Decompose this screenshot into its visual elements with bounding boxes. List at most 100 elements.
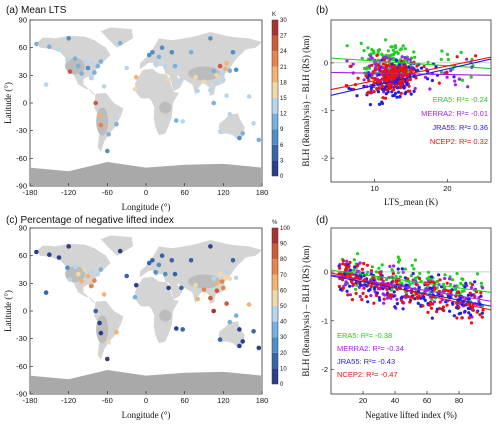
data-point <box>388 82 392 86</box>
data-point <box>470 308 474 312</box>
data-point <box>362 49 366 53</box>
data-point <box>408 89 412 93</box>
panel-c-map: -180 -120 -60 0 60 120 180 90 60 30 0 -30 -60 -90 Lon… <box>3 220 291 420</box>
data-point <box>379 277 383 281</box>
data-point <box>367 73 371 78</box>
data-point <box>443 288 448 292</box>
data-point <box>480 315 484 319</box>
data-point <box>475 272 480 276</box>
colorbar-tick-label: 30 <box>280 18 287 24</box>
data-point <box>429 306 434 310</box>
data-point <box>457 290 461 295</box>
station-marker <box>230 258 236 263</box>
data-point <box>430 316 434 320</box>
panel-a-colorbar-unit: K <box>272 12 276 18</box>
data-point <box>384 92 388 96</box>
data-point <box>345 44 349 48</box>
colorbar-tick-label: 30 <box>280 335 287 341</box>
station-marker <box>174 326 179 331</box>
data-point <box>371 49 375 53</box>
data-point <box>375 291 379 295</box>
data-point <box>394 70 399 74</box>
data-point <box>413 55 417 59</box>
data-point <box>422 65 426 69</box>
data-point <box>416 301 420 305</box>
data-point <box>441 305 445 309</box>
data-point <box>358 261 362 265</box>
data-point <box>452 314 456 318</box>
data-point <box>403 47 407 51</box>
station-marker <box>88 75 94 81</box>
data-point <box>399 69 403 73</box>
data-point <box>351 62 355 66</box>
data-point <box>398 95 402 99</box>
data-point <box>385 56 389 60</box>
fit-line <box>330 57 492 70</box>
colorbar-tick-label: 0 <box>280 382 284 388</box>
data-point <box>479 294 483 298</box>
station-marker <box>246 94 252 99</box>
x-tick-label: 0 <box>144 396 148 405</box>
panel-a-title: (a) Mean LTS <box>6 5 67 16</box>
colorbar-tick-label: 100 <box>280 226 291 232</box>
panel-c-stations <box>34 244 262 362</box>
data-point <box>387 286 391 291</box>
data-point <box>381 287 385 291</box>
data-point <box>392 67 396 71</box>
data-point <box>457 312 461 316</box>
data-point <box>390 45 394 49</box>
data-point <box>348 293 353 297</box>
colorbar-cell <box>272 113 278 130</box>
data-point <box>421 304 425 308</box>
data-point <box>453 79 457 83</box>
data-point <box>407 84 411 88</box>
data-point <box>364 295 368 299</box>
data-point <box>408 77 412 82</box>
data-point <box>390 53 394 57</box>
data-point <box>338 266 342 270</box>
station-marker <box>114 329 119 335</box>
continent-shape <box>139 32 262 96</box>
data-point <box>465 57 469 61</box>
panel-d-points <box>337 252 485 325</box>
station-marker <box>227 276 233 282</box>
continent-shape <box>100 235 134 256</box>
data-point <box>350 280 354 284</box>
data-point <box>341 259 345 263</box>
station-marker <box>159 253 165 258</box>
station-marker <box>72 264 78 270</box>
data-point <box>448 277 452 281</box>
fit-line <box>330 269 492 293</box>
panel-b-legend: ERA5: R²= -0.24 MERRA2: R²= -0.01 JRA55: R… <box>421 95 488 146</box>
data-point <box>405 57 410 61</box>
data-point <box>415 64 419 68</box>
data-point <box>384 277 388 282</box>
data-point <box>348 268 352 272</box>
station-marker <box>219 279 225 284</box>
data-point <box>383 293 387 297</box>
data-point <box>395 297 399 301</box>
data-point <box>414 282 418 286</box>
colorbar-tick-label: 90 <box>280 242 287 248</box>
data-point <box>402 58 407 62</box>
data-point <box>367 78 371 82</box>
station-marker <box>150 50 155 55</box>
data-point <box>391 48 395 52</box>
station-marker <box>211 100 216 106</box>
data-point <box>444 300 448 304</box>
x-tick-label: 120 <box>217 396 230 405</box>
station-marker <box>227 68 233 73</box>
y-tick-label: 30 <box>19 279 27 288</box>
data-point <box>413 86 417 91</box>
data-point <box>429 280 433 284</box>
data-point <box>341 286 345 290</box>
station-marker <box>208 244 213 249</box>
panel-b-fit-lines <box>330 56 492 96</box>
panel-c-land <box>30 235 262 394</box>
data-point <box>345 289 349 293</box>
data-point <box>403 56 407 60</box>
panel-b-ylabel: BLH (Reanalysis) – BLH (RS) (km) <box>301 35 311 166</box>
data-point <box>419 66 423 70</box>
continent-shape <box>139 240 262 304</box>
